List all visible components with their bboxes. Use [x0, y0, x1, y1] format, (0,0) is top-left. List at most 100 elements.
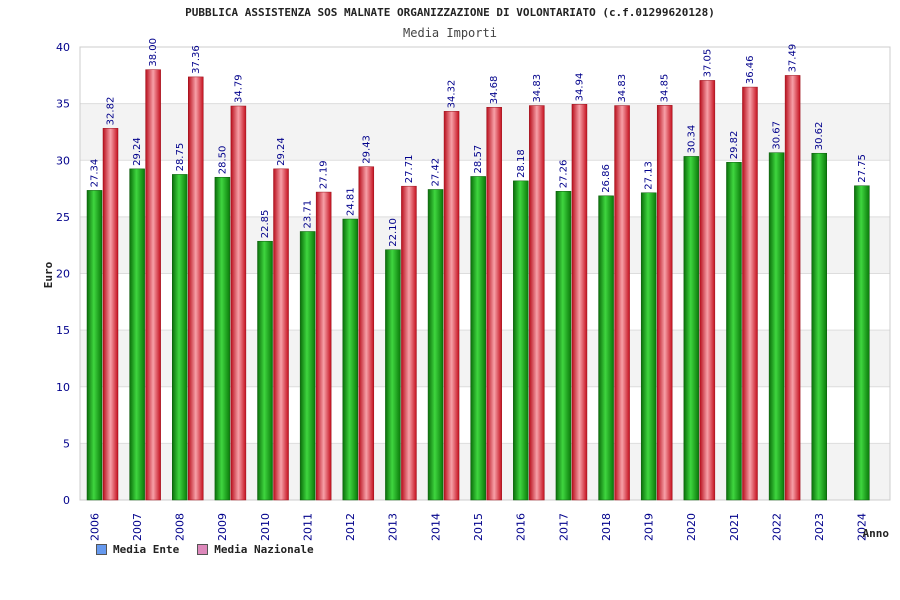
bar-media-nazionale [614, 105, 630, 501]
value-label: 37.49 [788, 44, 799, 73]
x-tick-label: 2007 [131, 513, 144, 541]
bar-media-ente [555, 191, 572, 501]
bar-media-ente [811, 152, 827, 501]
value-label: 24.81 [345, 187, 356, 216]
y-tick-label: 35 [56, 98, 70, 111]
chart-subtitle: Media Importi [403, 26, 497, 40]
value-label: 34.32 [447, 80, 458, 109]
value-label: 29.43 [361, 135, 372, 164]
bar-media-nazionale [529, 105, 545, 501]
y-tick-label: 10 [56, 381, 70, 394]
bar-media-ente [854, 185, 870, 501]
bar-media-nazionale [784, 75, 801, 501]
x-tick-label: 2009 [216, 513, 229, 541]
value-label: 27.71 [404, 155, 415, 184]
y-tick-label: 5 [63, 437, 70, 450]
bar-media-nazionale [273, 168, 289, 501]
value-label: 29.24 [132, 137, 143, 166]
value-label: 22.10 [388, 218, 399, 247]
bar-media-ente [257, 240, 273, 501]
y-tick-label: 25 [56, 211, 70, 224]
legend-swatch-media-nazionale [197, 544, 209, 555]
value-label: 27.75 [857, 154, 868, 183]
value-label: 26.86 [601, 164, 612, 193]
bar-media-ente [214, 176, 231, 501]
x-tick-label: 2016 [515, 513, 528, 541]
x-tick-label: 2015 [472, 513, 485, 541]
x-tick-label: 2012 [344, 513, 357, 541]
bar-media-nazionale [358, 166, 375, 501]
x-tick-label: 2010 [259, 513, 272, 541]
x-tick-label: 2021 [728, 513, 741, 541]
bar-media-nazionale [188, 76, 204, 501]
x-axis-label: Anno [863, 527, 890, 540]
bar-media-ente [427, 189, 444, 501]
legend-item-media-ente: Media Ente [96, 543, 179, 556]
bar-media-ente [86, 190, 103, 501]
value-label: 29.24 [276, 137, 287, 166]
value-label: 34.83 [617, 74, 628, 103]
value-label: 34.94 [574, 73, 585, 102]
bar-media-nazionale [230, 105, 247, 501]
bar-media-nazionale [656, 105, 673, 501]
value-label: 34.68 [489, 76, 500, 105]
value-label: 34.85 [660, 74, 671, 103]
value-label: 30.34 [686, 125, 697, 154]
y-tick-label: 30 [56, 154, 70, 167]
x-axis-ticks: 2006 2007 2008 2009 2010 2011 2012 2013 2014 2015… [88, 513, 868, 541]
bar-media-nazionale [699, 80, 716, 501]
y-tick-label: 40 [56, 41, 70, 54]
x-tick-label: 2013 [387, 513, 400, 541]
x-tick-label: 2023 [813, 513, 826, 541]
value-label: 30.67 [772, 121, 783, 150]
y-tick-label: 0 [63, 494, 70, 507]
value-label: 32.82 [106, 97, 117, 126]
value-label: 27.42 [431, 158, 442, 187]
x-tick-label: 2006 [88, 513, 101, 541]
x-tick-label: 2008 [174, 513, 187, 541]
legend-label-media-nazionale: Media Nazionale [214, 543, 314, 556]
bar-media-ente [683, 156, 700, 501]
bar-media-ente [726, 162, 742, 501]
legend-swatch-media-ente [96, 544, 107, 555]
bar-media-ente [385, 249, 401, 501]
y-tick-label: 15 [56, 324, 70, 337]
bar-media-ente [768, 152, 785, 501]
value-label: 22.85 [260, 210, 271, 239]
bar-media-ente [342, 218, 359, 501]
x-tick-label: 2020 [685, 513, 698, 541]
value-label: 28.50 [217, 146, 228, 175]
value-label: 36.46 [745, 55, 756, 84]
value-label: 28.18 [516, 149, 527, 178]
legend: Media Ente Media Nazionale [96, 543, 314, 556]
value-label: 27.26 [558, 160, 569, 189]
bar-media-ente [640, 192, 657, 501]
bar-media-nazionale [145, 69, 161, 501]
value-label: 37.36 [191, 45, 202, 74]
bar-media-ente [598, 195, 614, 501]
x-tick-label: 2011 [301, 513, 314, 541]
x-tick-label: 2014 [429, 513, 442, 541]
bar-media-nazionale [315, 191, 332, 501]
bar-media-nazionale [443, 111, 460, 501]
value-label: 30.62 [814, 122, 825, 151]
y-axis-label: Euro [42, 261, 55, 288]
bar-media-nazionale [742, 86, 758, 501]
x-tick-label: 2024 [856, 513, 869, 541]
value-label: 27.34 [90, 159, 101, 188]
x-tick-label: 2022 [770, 513, 783, 541]
legend-label-media-ente: Media Ente [113, 543, 180, 556]
value-label: 38.00 [148, 38, 159, 67]
bar-media-ente [172, 174, 188, 501]
value-label: 27.19 [319, 160, 330, 189]
x-tick-label: 2019 [643, 513, 656, 541]
x-tick-label: 2017 [557, 513, 570, 541]
bar-media-ente [129, 168, 145, 501]
value-label: 28.57 [473, 145, 484, 174]
bar-media-ente [299, 231, 316, 501]
y-axis-ticks: 0 5 10 15 20 25 30 35 40 [56, 41, 70, 507]
bars: 27.34 32.82 29.24 38.00 28.75 37.36 28.50 34.79… [86, 38, 870, 501]
y-tick-label: 20 [56, 268, 70, 281]
value-label: 34.83 [532, 74, 543, 103]
bar-media-nazionale [486, 106, 502, 501]
